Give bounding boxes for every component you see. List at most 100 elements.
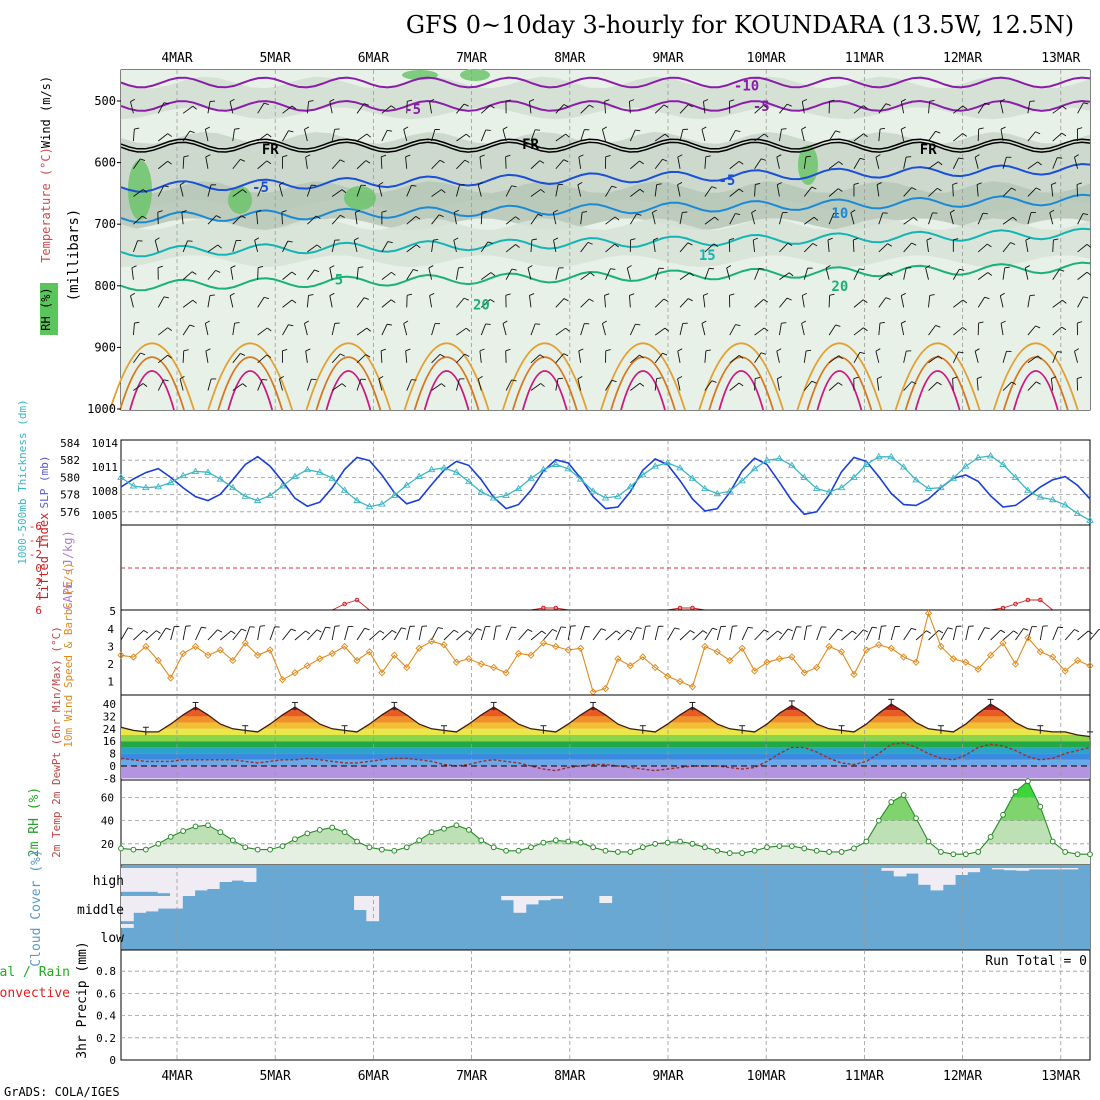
cloud-bar-high xyxy=(206,868,220,889)
wind-barb-flag xyxy=(266,160,272,165)
wind-barb xyxy=(505,626,512,641)
wind-barb-flag xyxy=(853,182,859,185)
wind-barb-flag xyxy=(1023,628,1029,631)
thickness-point xyxy=(328,474,336,481)
y-tick-label: 0.6 xyxy=(96,987,116,1000)
wind-barb-flag xyxy=(429,293,435,296)
rh-point xyxy=(925,838,932,845)
wind-barb xyxy=(282,271,293,280)
wind-barb xyxy=(281,212,283,225)
wind-speed-point xyxy=(440,641,448,649)
wind-barb xyxy=(654,268,660,280)
rh-point xyxy=(242,844,249,851)
wind-barb-flag xyxy=(329,292,335,296)
wind-barb xyxy=(626,267,631,280)
rh-point xyxy=(677,838,683,845)
wind-barb xyxy=(157,379,165,391)
cape-point xyxy=(1013,601,1018,607)
wind-barb xyxy=(306,379,312,391)
wind-barb-flag xyxy=(365,160,371,164)
wind-speed-point xyxy=(328,649,336,658)
wind-barb xyxy=(878,212,884,225)
wind-barb-flag xyxy=(267,327,272,332)
wind-barb-flag xyxy=(806,349,812,352)
rh-point xyxy=(975,849,982,855)
wind-barb xyxy=(754,268,760,280)
wind-barb-flag xyxy=(1074,629,1080,633)
wind-barb-flag xyxy=(937,161,943,166)
wind-barb xyxy=(278,184,283,197)
wind-barb-flag xyxy=(938,629,944,634)
wind-barb xyxy=(429,101,433,114)
wind-barb-flag xyxy=(630,238,636,241)
boundary-layer-contour xyxy=(217,356,284,411)
wind-barb-flag xyxy=(316,244,322,249)
wind-barb-flag xyxy=(577,181,583,186)
wind-barb-flag xyxy=(911,381,917,385)
wind-barb-flag xyxy=(490,105,495,109)
wind-barb xyxy=(553,240,557,253)
wind-barb-flag xyxy=(1000,320,1006,324)
y-tick-label: high xyxy=(93,874,124,889)
y-tick-label-left: 4 xyxy=(35,590,42,603)
wind-barb xyxy=(505,156,507,169)
wind-barb xyxy=(530,239,533,252)
wind-barb-flag xyxy=(614,216,620,221)
wind-barb-flag xyxy=(142,189,148,193)
y-axis-label-rh: RH (%) xyxy=(39,287,53,330)
wind-barb-flag xyxy=(353,237,359,241)
panel-thickness-slp-frame xyxy=(120,439,1091,526)
wind-barb xyxy=(801,101,805,114)
wind-barb xyxy=(779,297,788,308)
wind-barb xyxy=(456,327,467,336)
wind-barb xyxy=(702,295,706,308)
wind-barb xyxy=(133,215,143,225)
wind-speed-point xyxy=(949,655,957,663)
temperature-contour xyxy=(120,76,1091,89)
thickness-point xyxy=(216,475,225,482)
rh-point xyxy=(304,830,311,837)
wind-speed-series-line xyxy=(120,611,1091,693)
cape-point xyxy=(342,601,347,607)
thickness-point xyxy=(788,461,796,468)
wind-barb xyxy=(704,627,713,641)
wind-barb xyxy=(232,215,242,225)
wind-barb-flag xyxy=(825,265,831,269)
wind-barb xyxy=(1052,326,1062,336)
wind-barb xyxy=(928,630,939,641)
wind-barb xyxy=(928,101,931,114)
bottom-date-label: 4MAR xyxy=(161,1069,192,1084)
wind-barb-flag xyxy=(987,243,992,248)
wind-barb xyxy=(629,295,631,308)
wind-barb-flag xyxy=(978,321,984,324)
wind-barb xyxy=(878,129,881,142)
wind-speed-point xyxy=(477,660,485,668)
wind-barb xyxy=(431,159,441,170)
wind-barb-flag xyxy=(1012,216,1017,221)
y-tick-label: 0.4 xyxy=(96,1010,116,1023)
wind-barb xyxy=(952,157,960,169)
rh-point xyxy=(180,828,187,834)
top-date-label: 5MAR xyxy=(260,51,291,66)
wind-speed-point xyxy=(688,683,697,691)
wind-barb-flag xyxy=(217,244,222,249)
boundary-layer-contour xyxy=(914,370,961,411)
wind-barb xyxy=(133,352,141,364)
y-tick-label: 32 xyxy=(103,710,116,723)
wind-barb-flag xyxy=(527,629,533,632)
wind-barb-flag xyxy=(355,209,361,213)
y-tick-label-left: -2 xyxy=(29,548,42,561)
wind-barb-flag xyxy=(877,376,882,380)
thickness-point xyxy=(129,482,138,489)
wind-barb xyxy=(429,295,433,308)
wind-barb xyxy=(528,101,532,114)
wind-barb xyxy=(779,103,788,114)
wind-barb xyxy=(1052,239,1054,252)
wind-barb-flag xyxy=(230,630,236,635)
wind-barb-flag xyxy=(167,133,172,137)
wind-barb xyxy=(282,105,293,114)
wind-barb xyxy=(157,354,168,364)
wind-barb-flag xyxy=(978,127,984,130)
wind-barb xyxy=(779,242,789,253)
rh-point xyxy=(329,824,336,831)
